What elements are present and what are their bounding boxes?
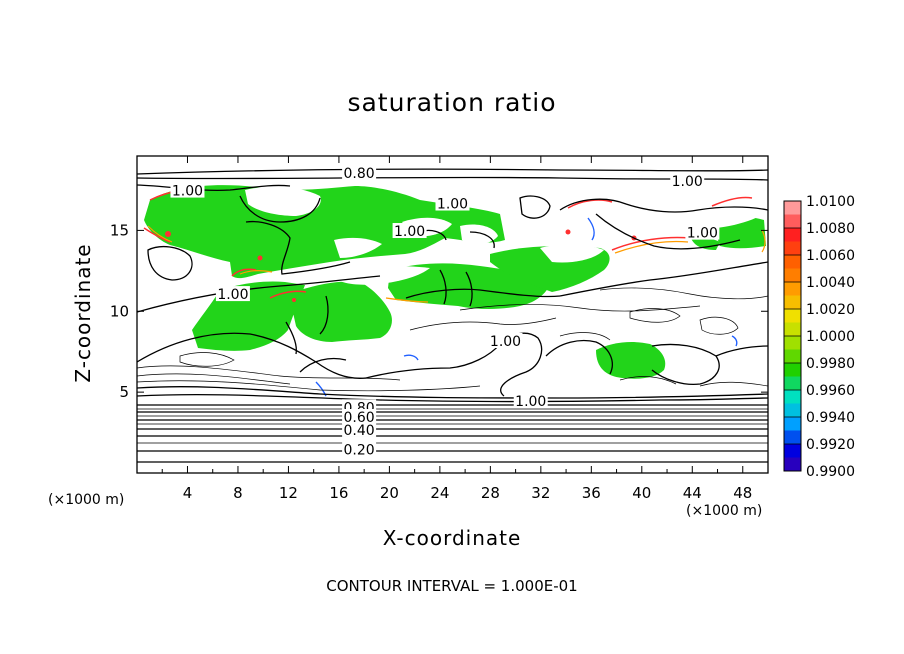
z-unit-label: (×1000 m) xyxy=(48,492,125,508)
lower-contours xyxy=(137,404,768,463)
colorbar-label: 1.0020 xyxy=(806,302,855,318)
contour-label-bg xyxy=(392,223,427,239)
x-tick-label: 12 xyxy=(279,484,298,502)
contour-label: 1.00 xyxy=(672,174,703,190)
colorbar-subsegment xyxy=(784,430,801,444)
contour-label: 0.20 xyxy=(344,442,375,458)
contour-interval-note: CONTOUR INTERVAL = 1.000E-01 xyxy=(326,577,578,595)
colorbar-subsegment xyxy=(784,403,801,417)
x-tick-label: 28 xyxy=(481,484,500,502)
contour-label-bg xyxy=(342,164,377,180)
x-tick-label: 16 xyxy=(329,484,348,502)
contour-label-bg xyxy=(215,286,250,302)
x-tick-label: 4 xyxy=(183,484,193,502)
colorbar-label: 1.0100 xyxy=(806,194,855,210)
contour-label-bg xyxy=(513,392,548,408)
chart-title: saturation ratio xyxy=(347,88,557,117)
contour-label: 1.00 xyxy=(437,197,468,213)
colorbar-subsegment xyxy=(784,322,801,336)
x-tick-label: 8 xyxy=(233,484,243,502)
y-axis-ticks: 5 10 15 xyxy=(110,221,768,401)
plot-field xyxy=(137,156,768,473)
colorbar-subsegment xyxy=(784,457,801,471)
contour-label-bg xyxy=(170,182,205,198)
colorbar: 1.0100 1.0080 1.0060 1.0040 1.0020 1.0000 0.99… xyxy=(783,194,855,480)
x-tick-label: 36 xyxy=(582,484,601,502)
contour-label-bg xyxy=(685,224,720,240)
colorbar-label: 0.9960 xyxy=(806,383,855,399)
subsaturated-holes xyxy=(157,186,760,285)
contour-lines xyxy=(137,168,768,403)
contour-label: 1.00 xyxy=(217,287,248,303)
contour-label-bg xyxy=(435,195,470,211)
x-tick-label: 32 xyxy=(531,484,550,502)
y-tick-label: 15 xyxy=(110,221,129,239)
y-tick-label: 10 xyxy=(110,302,129,320)
contour-label: 1.00 xyxy=(515,394,546,410)
contour-label: 1.00 xyxy=(687,226,718,242)
colorbar-subsegment xyxy=(784,268,801,282)
contour-label-bg xyxy=(342,441,377,457)
x-tick-label: 40 xyxy=(632,484,651,502)
plot-frame xyxy=(136,155,769,474)
colorbar-subsegment xyxy=(784,295,801,309)
x-tick-label: 24 xyxy=(430,484,449,502)
contour-label: 0.40 xyxy=(344,423,375,439)
colorbar-label: 1.0080 xyxy=(806,221,855,237)
contour-label: 1.00 xyxy=(394,224,425,240)
contour-label-bg xyxy=(670,172,705,188)
contour-label-bg xyxy=(488,332,523,348)
colorbar-label: 0.9980 xyxy=(806,356,855,372)
supersaturated-edges xyxy=(143,189,753,299)
colorbar-subsegment xyxy=(784,241,801,255)
colorbar-label: 0.9900 xyxy=(806,464,855,480)
x-axis-ticks: 4 8 12 16 20 24 28 32 36 40 44 48 xyxy=(161,156,752,502)
colorbar-label: 0.9920 xyxy=(806,437,855,453)
contour-label-group: 0.801.001.001.001.00 1.001.001.001.000.80… xyxy=(170,164,720,458)
y-tick-label: 5 xyxy=(119,383,129,401)
colorbar-subsegment xyxy=(784,349,801,363)
contour-label-bg xyxy=(342,421,377,437)
contour-label: 1.00 xyxy=(172,184,203,200)
colorbar-subsegment xyxy=(784,376,801,390)
colorbar-label: 1.0040 xyxy=(806,275,855,291)
contour-label-bg xyxy=(342,409,377,425)
colorbar-label: 1.0000 xyxy=(806,329,855,345)
colorbar-subsegment xyxy=(784,214,801,228)
contour-label: 1.00 xyxy=(490,334,521,350)
colorbar-label: 0.9940 xyxy=(806,410,855,426)
colorbar-label: 1.0060 xyxy=(806,248,855,264)
x-tick-label: 20 xyxy=(380,484,399,502)
contour-label: 0.80 xyxy=(344,166,375,182)
x-unit-label: (×1000 m) xyxy=(686,503,763,519)
x-tick-label: 44 xyxy=(683,484,702,502)
x-tick-label: 48 xyxy=(733,484,752,502)
x-axis-label: X-coordinate xyxy=(382,526,522,550)
